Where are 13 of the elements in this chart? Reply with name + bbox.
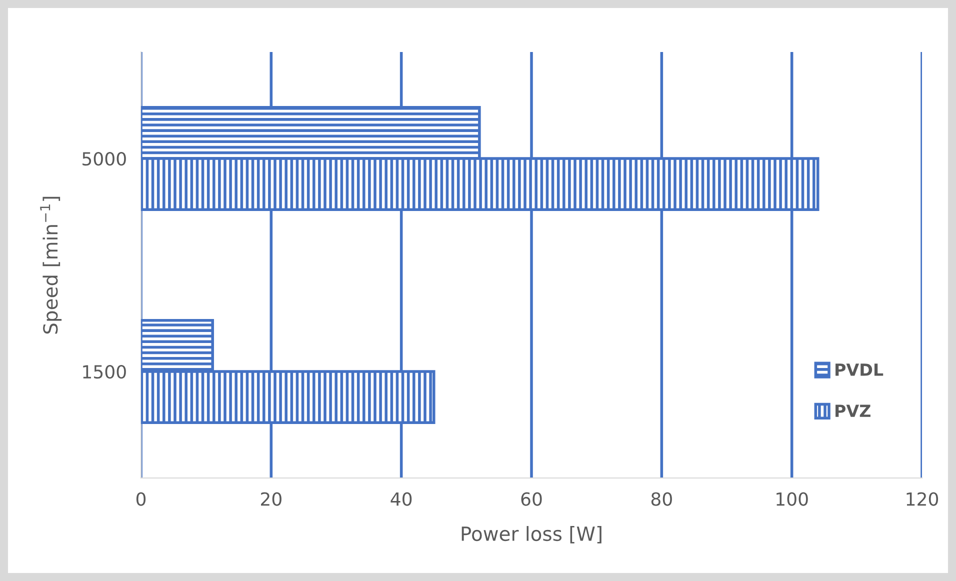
x-tick-label: 40 — [390, 492, 412, 506]
y-tick-label: 1500 — [83, 364, 126, 379]
x-tick-label: 100 — [776, 492, 808, 506]
x-tick-label: 120 — [906, 492, 938, 506]
x-tick-label: 60 — [521, 492, 542, 506]
x-tick-label: 20 — [261, 492, 282, 506]
y-axis-title: Speed [min$^{−1}$] — [40, 196, 62, 334]
legend-label: PVZ — [836, 404, 870, 417]
x-tick-label: 0 — [136, 492, 146, 506]
y-tick-label: 5000 — [82, 152, 126, 166]
legend-label: PVDL — [836, 364, 884, 376]
x-tick-label: 80 — [651, 492, 672, 506]
x-axis-title: Power loss [W] — [462, 526, 602, 544]
